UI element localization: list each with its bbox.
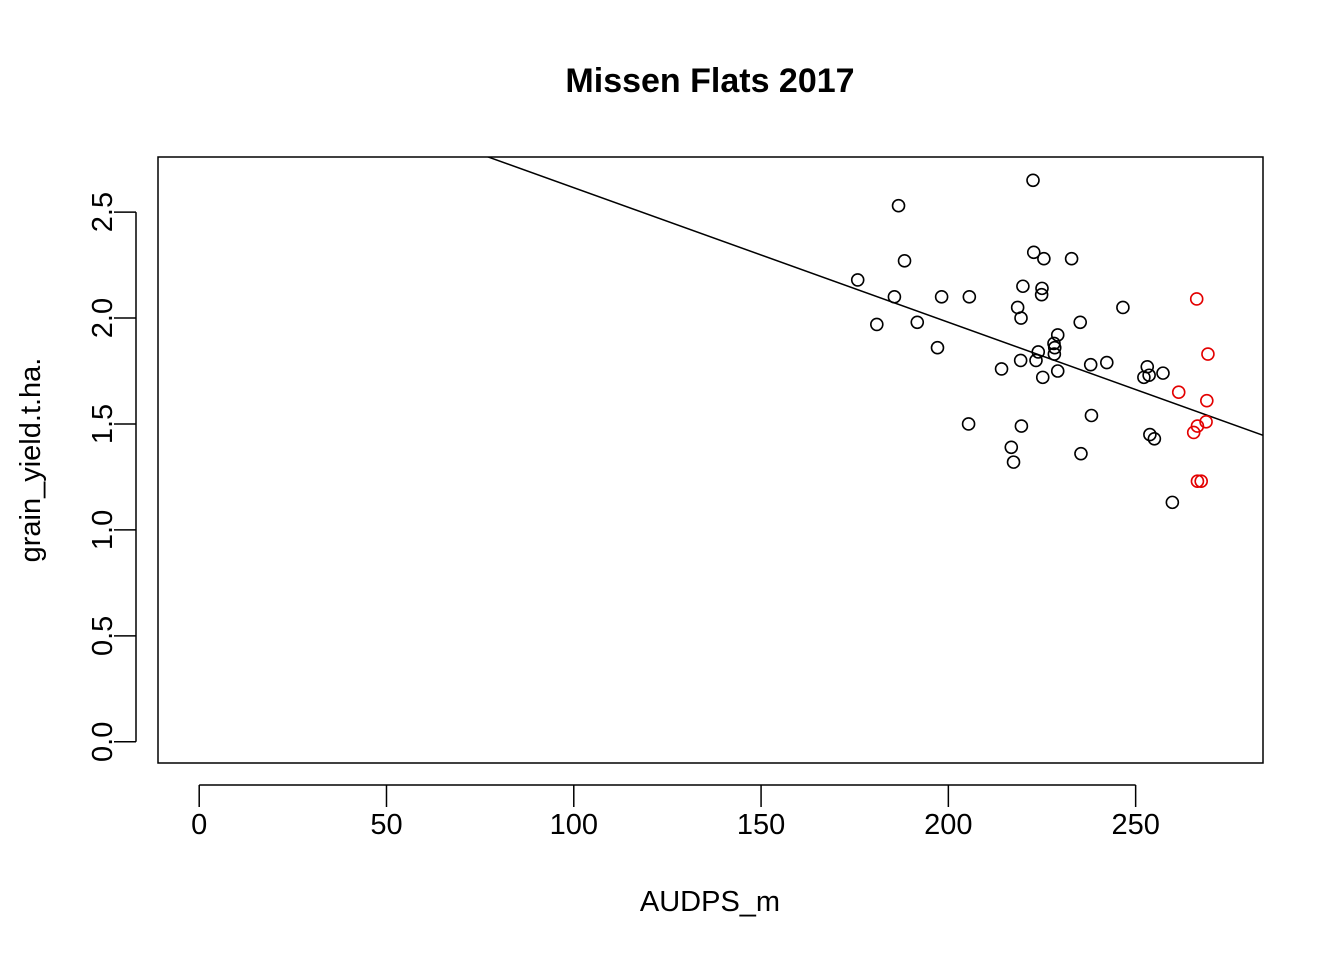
data-point xyxy=(1156,366,1170,380)
x-tick-label: 100 xyxy=(550,809,598,841)
data-point-highlighted xyxy=(1190,474,1205,488)
data-point xyxy=(1084,408,1099,423)
data-point-highlighted xyxy=(1190,419,1205,433)
data-point xyxy=(1116,300,1130,315)
y-axis: 0.0 0.5 1.0 1.5 2.0 2.5 xyxy=(87,192,137,762)
data-point-highlighted xyxy=(1171,385,1186,399)
data-point xyxy=(1073,315,1088,330)
data-point xyxy=(961,417,976,431)
data-point-highlighted xyxy=(1200,393,1214,408)
data-point xyxy=(897,254,912,268)
y-tick-label: 0.5 xyxy=(87,616,119,656)
x-axis-label: AUDPS_m xyxy=(640,886,780,918)
plot-area xyxy=(157,156,1264,764)
data-point xyxy=(1037,251,1051,266)
data-point xyxy=(1006,455,1021,469)
x-tick-label: 150 xyxy=(737,809,785,841)
data-point xyxy=(1014,419,1029,433)
data-point xyxy=(1140,359,1155,374)
data-point xyxy=(1142,368,1156,383)
data-point-highlighted xyxy=(1199,415,1213,429)
data-point xyxy=(994,362,1009,376)
data-point xyxy=(1050,364,1065,378)
data-point xyxy=(962,290,977,304)
data-point xyxy=(891,198,906,213)
data-point xyxy=(1035,281,1049,296)
data-point xyxy=(1029,353,1043,368)
data-point xyxy=(1047,347,1062,361)
data-point xyxy=(1050,328,1065,342)
data-point xyxy=(1026,245,1041,260)
data-point xyxy=(870,317,884,332)
y-tick-label: 2.5 xyxy=(87,192,119,232)
data-point xyxy=(850,273,865,287)
data-point xyxy=(934,290,949,304)
data-point xyxy=(887,290,902,304)
data-point xyxy=(1047,340,1062,355)
data-point xyxy=(1074,446,1088,461)
data-point xyxy=(1031,345,1046,359)
chart-title: Missen Flats 2017 xyxy=(565,62,854,100)
y-tick-label: 0.0 xyxy=(87,722,119,762)
data-point xyxy=(910,315,925,330)
data-point xyxy=(1016,279,1030,294)
data-point xyxy=(1083,357,1098,372)
data-point xyxy=(1004,440,1019,455)
data-point xyxy=(1147,432,1162,446)
y-axis-label: grain_yield.t.ha. xyxy=(15,358,47,563)
data-point xyxy=(1143,427,1157,442)
data-point xyxy=(1165,495,1180,510)
data-point xyxy=(1064,251,1079,266)
data-point xyxy=(1035,370,1050,385)
data-point xyxy=(930,340,945,355)
x-tick-label: 50 xyxy=(370,809,402,841)
data-point xyxy=(1100,355,1114,370)
y-tick-label: 1.0 xyxy=(87,510,119,550)
data-point xyxy=(1013,353,1028,368)
y-tick-label: 2.0 xyxy=(87,298,119,338)
x-tick-label: 250 xyxy=(1111,809,1159,841)
data-point xyxy=(1026,173,1040,188)
plot-frame xyxy=(157,156,1264,764)
data-point xyxy=(1014,311,1028,325)
x-axis: 0 50 100 150 200 250 xyxy=(191,784,1160,841)
x-tick-label: 0 xyxy=(191,809,207,841)
y-tick-label: 1.5 xyxy=(87,404,119,444)
data-point-highlighted xyxy=(1189,292,1204,306)
data-point-highlighted xyxy=(1201,347,1215,361)
data-point xyxy=(1034,287,1049,302)
data-point-highlighted xyxy=(1194,474,1208,488)
x-tick-label: 200 xyxy=(924,809,972,841)
regression-line xyxy=(486,157,1263,436)
